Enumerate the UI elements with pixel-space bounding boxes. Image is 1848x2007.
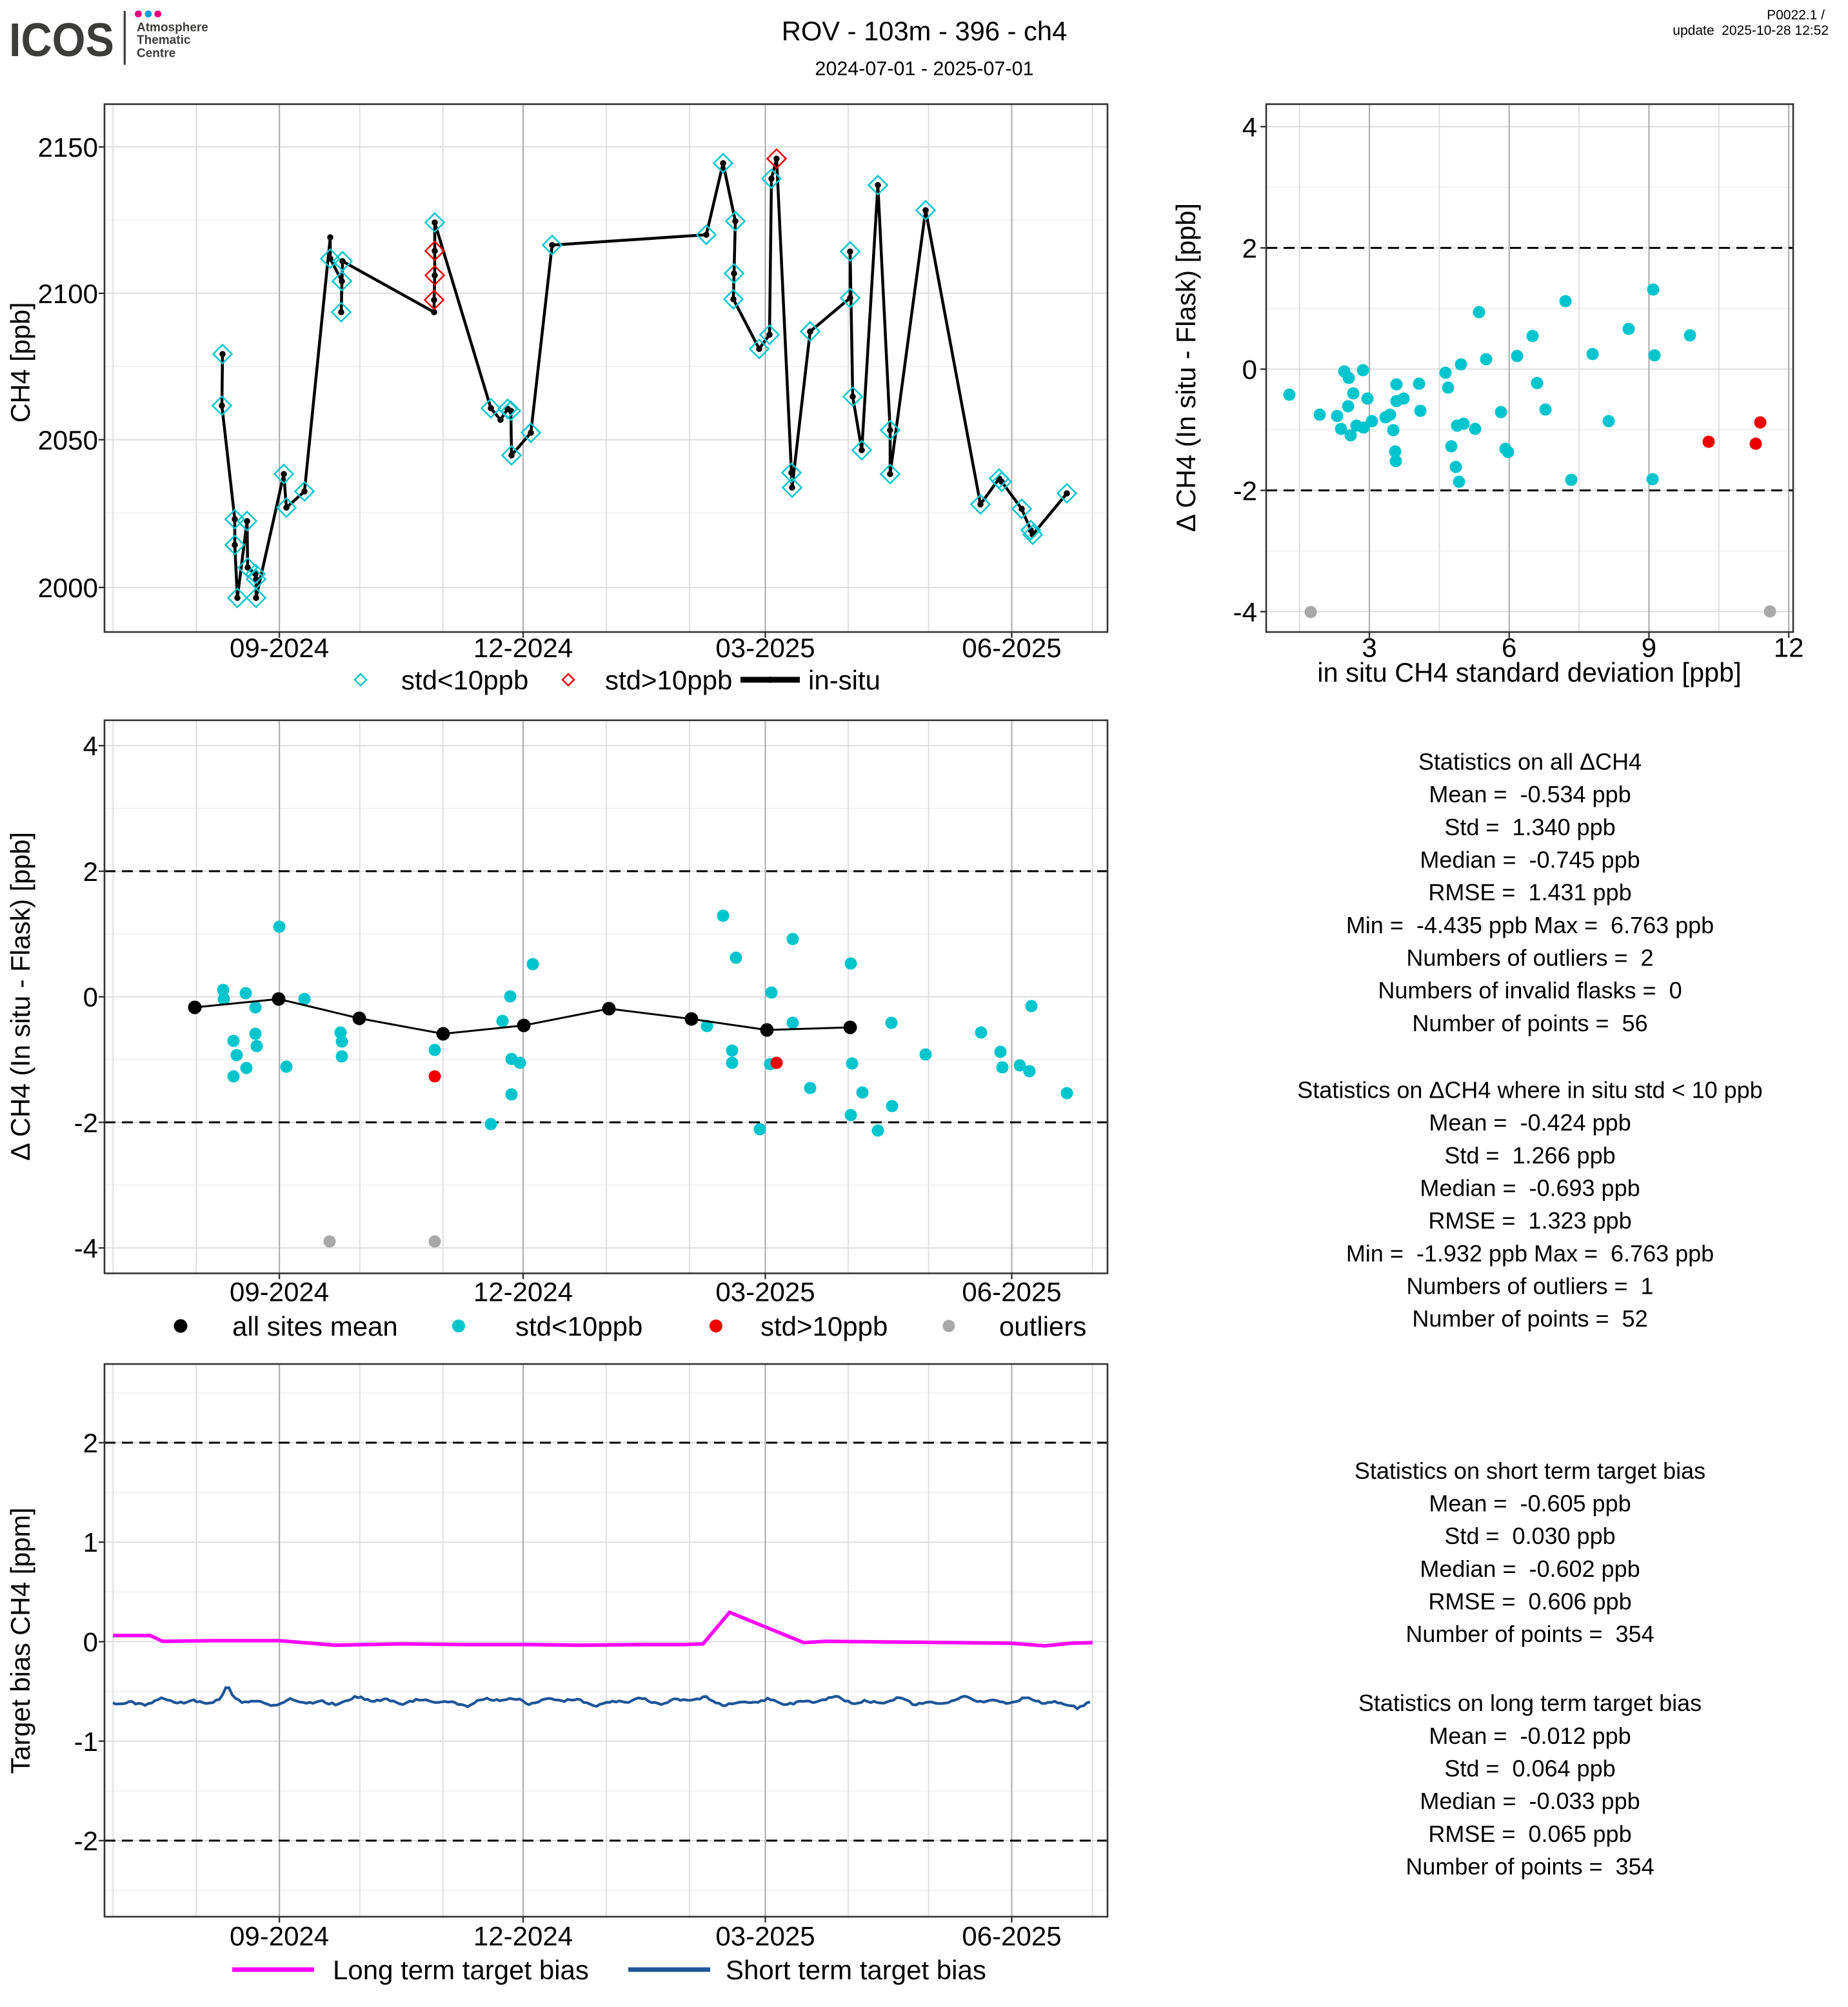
svg-text:update 2025-10-28 12:52: update 2025-10-28 12:52 xyxy=(1673,23,1829,38)
svg-text:Short term target bias: Short term target bias xyxy=(726,1955,986,1985)
svg-text:Std = 1.340 ppb: Std = 1.340 ppb xyxy=(1444,814,1615,840)
svg-text:Min = -1.932 ppb Max = 6.763: Min = -1.932 ppb Max = 6.763 ppb xyxy=(1346,1240,1714,1267)
svg-text:P0022.1 /: P0022.1 / xyxy=(1767,8,1825,23)
svg-text:-4: -4 xyxy=(1233,597,1257,627)
svg-text:Centre: Centre xyxy=(137,46,175,60)
svg-text:-2: -2 xyxy=(74,1826,98,1856)
svg-text:all sites mean: all sites mean xyxy=(232,1311,398,1341)
svg-text:Statistics on long term target: Statistics on long term target bias xyxy=(1358,1690,1702,1716)
svg-text:2150: 2150 xyxy=(38,132,98,163)
svg-text:09-2024: 09-2024 xyxy=(230,1277,329,1307)
svg-text:in situ CH4 standard deviation: in situ CH4 standard deviation [ppb] xyxy=(1317,657,1741,687)
svg-text:12: 12 xyxy=(1774,632,1804,662)
svg-text:Δ CH4 (In situ - Flask) [ppb]: Δ CH4 (In situ - Flask) [ppb] xyxy=(1171,203,1201,532)
svg-text:9: 9 xyxy=(1642,632,1656,662)
svg-text:Numbers of outliers = 2: Numbers of outliers = 2 xyxy=(1406,944,1653,971)
svg-text:Std = 1.266 ppb: Std = 1.266 ppb xyxy=(1444,1142,1615,1169)
svg-text:Δ CH4 (In situ - Flask) [ppb]: Δ CH4 (In situ - Flask) [ppb] xyxy=(5,832,35,1161)
svg-text:Statistics on ΔCH4 where in si: Statistics on ΔCH4 where in situ std < 1… xyxy=(1297,1077,1762,1103)
svg-text:Long term target bias: Long term target bias xyxy=(333,1955,589,1985)
svg-text:12-2024: 12-2024 xyxy=(473,633,573,663)
svg-text:2: 2 xyxy=(83,1428,98,1458)
svg-text:Median = -0.693 ppb: Median = -0.693 ppb xyxy=(1420,1174,1640,1201)
svg-text:Number of points = 354: Number of points = 354 xyxy=(1406,1621,1654,1647)
svg-text:2000: 2000 xyxy=(38,573,98,603)
svg-text:ROV - 103m - 396 - ch4: ROV - 103m - 396 - ch4 xyxy=(782,16,1068,46)
svg-text:2024-07-01 - 2025-07-01: 2024-07-01 - 2025-07-01 xyxy=(815,58,1033,80)
svg-text:std<10ppb: std<10ppb xyxy=(515,1311,642,1341)
svg-text:4: 4 xyxy=(1242,112,1257,142)
svg-text:3: 3 xyxy=(1362,632,1376,662)
svg-text:Median = -0.602 ppb: Median = -0.602 ppb xyxy=(1420,1556,1640,1582)
svg-text:Number of points = 56: Number of points = 56 xyxy=(1412,1010,1647,1036)
svg-text:outliers: outliers xyxy=(999,1311,1086,1341)
svg-text:Mean = -0.534 ppb: Mean = -0.534 ppb xyxy=(1429,781,1631,807)
svg-text:RMSE = 1.323 ppb: RMSE = 1.323 ppb xyxy=(1428,1207,1631,1234)
svg-text:Number of points = 354: Number of points = 354 xyxy=(1406,1854,1654,1880)
svg-text:Target bias CH4 [ppm]: Target bias CH4 [ppm] xyxy=(5,1508,35,1774)
svg-text:12-2024: 12-2024 xyxy=(473,1921,573,1952)
svg-text:Mean = -0.012 ppb: Mean = -0.012 ppb xyxy=(1429,1723,1631,1749)
svg-text:CH4 [ppb]: CH4 [ppb] xyxy=(5,302,35,423)
svg-text:03-2025: 03-2025 xyxy=(715,1921,815,1952)
svg-text:Statistics on short term targe: Statistics on short term target bias xyxy=(1355,1458,1705,1484)
svg-text:09-2024: 09-2024 xyxy=(230,1921,329,1952)
svg-text:12-2024: 12-2024 xyxy=(473,1277,573,1307)
svg-text:RMSE = 0.606 ppb: RMSE = 0.606 ppb xyxy=(1428,1588,1631,1615)
svg-text:-2: -2 xyxy=(74,1107,98,1138)
svg-text:Std = 0.030 ppb: Std = 0.030 ppb xyxy=(1444,1523,1615,1549)
svg-text:Std = 0.064 ppb: Std = 0.064 ppb xyxy=(1444,1755,1615,1782)
svg-text:Min = -4.435 ppb Max = 6.763: Min = -4.435 ppb Max = 6.763 ppb xyxy=(1346,912,1714,938)
svg-text:std>10ppb: std>10ppb xyxy=(760,1311,888,1341)
svg-text:Mean = -0.605 ppb: Mean = -0.605 ppb xyxy=(1429,1490,1631,1517)
svg-text:std<10ppb: std<10ppb xyxy=(401,665,528,695)
svg-text:in-situ: in-situ xyxy=(808,665,880,695)
svg-text:Statistics on all ΔCH4: Statistics on all ΔCH4 xyxy=(1418,749,1642,775)
svg-text:Median = -0.033 ppb: Median = -0.033 ppb xyxy=(1420,1788,1640,1814)
svg-text:-1: -1 xyxy=(74,1726,98,1757)
svg-text:RMSE = 0.065 ppb: RMSE = 0.065 ppb xyxy=(1428,1821,1631,1847)
svg-text:Median = -0.745 ppb: Median = -0.745 ppb xyxy=(1420,846,1640,873)
svg-text:03-2025: 03-2025 xyxy=(715,633,815,663)
svg-text:-2: -2 xyxy=(1233,475,1257,506)
svg-text:2: 2 xyxy=(1242,233,1257,263)
svg-text:RMSE = 1.431 ppb: RMSE = 1.431 ppb xyxy=(1428,879,1631,905)
svg-text:1: 1 xyxy=(83,1527,98,1557)
svg-text:Thematic: Thematic xyxy=(137,34,191,47)
svg-text:0: 0 xyxy=(83,1627,98,1657)
svg-text:2100: 2100 xyxy=(38,279,98,309)
svg-text:2050: 2050 xyxy=(38,425,98,455)
svg-text:06-2025: 06-2025 xyxy=(962,1277,1061,1307)
svg-text:Number of points = 52: Number of points = 52 xyxy=(1412,1305,1647,1332)
svg-text:Numbers of outliers = 1: Numbers of outliers = 1 xyxy=(1406,1272,1653,1299)
svg-text:Numbers of invalid flasks = 0: Numbers of invalid flasks = 0 xyxy=(1378,977,1682,1004)
svg-text:0: 0 xyxy=(83,982,98,1013)
svg-text:Atmosphere: Atmosphere xyxy=(137,21,208,35)
svg-text:09-2024: 09-2024 xyxy=(230,633,329,663)
svg-text:std>10ppb: std>10ppb xyxy=(605,665,732,695)
svg-text:6: 6 xyxy=(1502,632,1516,662)
svg-text:4: 4 xyxy=(83,731,98,761)
svg-text:06-2025: 06-2025 xyxy=(962,1921,1061,1952)
svg-text:Mean = -0.424 ppb: Mean = -0.424 ppb xyxy=(1429,1109,1631,1136)
svg-text:2: 2 xyxy=(83,856,98,887)
svg-text:ICOS: ICOS xyxy=(9,14,114,66)
svg-text:-4: -4 xyxy=(74,1233,98,1263)
svg-text:0: 0 xyxy=(1242,354,1257,384)
svg-text:06-2025: 06-2025 xyxy=(962,633,1061,663)
svg-text:03-2025: 03-2025 xyxy=(715,1277,815,1307)
